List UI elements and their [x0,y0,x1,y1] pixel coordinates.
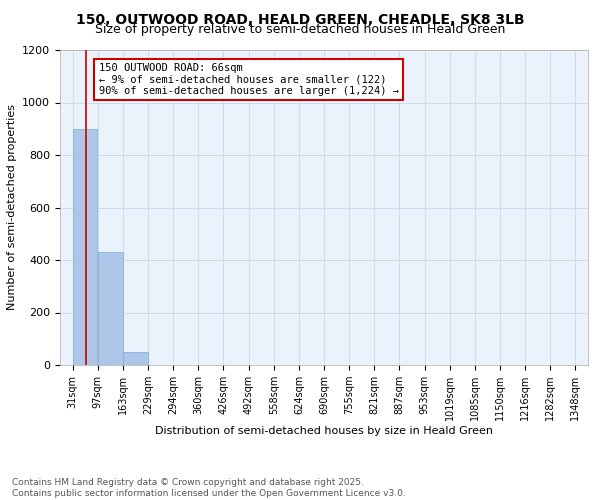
X-axis label: Distribution of semi-detached houses by size in Heald Green: Distribution of semi-detached houses by … [155,426,493,436]
Text: Contains HM Land Registry data © Crown copyright and database right 2025.
Contai: Contains HM Land Registry data © Crown c… [12,478,406,498]
Text: Size of property relative to semi-detached houses in Heald Green: Size of property relative to semi-detach… [95,22,505,36]
Bar [98,252,122,365]
Text: 150, OUTWOOD ROAD, HEALD GREEN, CHEADLE, SK8 3LB: 150, OUTWOOD ROAD, HEALD GREEN, CHEADLE,… [76,12,524,26]
Bar [73,128,97,365]
Bar [124,352,148,365]
Y-axis label: Number of semi-detached properties: Number of semi-detached properties [7,104,17,310]
Text: 150 OUTWOOD ROAD: 66sqm
← 9% of semi-detached houses are smaller (122)
90% of se: 150 OUTWOOD ROAD: 66sqm ← 9% of semi-det… [98,63,398,96]
